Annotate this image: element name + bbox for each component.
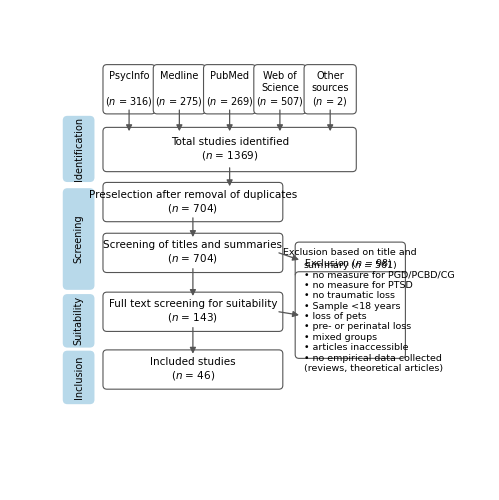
Text: Included studies
($n$ = 46): Included studies ($n$ = 46)	[150, 357, 236, 382]
Text: Inclusion: Inclusion	[74, 356, 84, 399]
FancyBboxPatch shape	[103, 182, 283, 222]
FancyBboxPatch shape	[103, 292, 283, 332]
Text: Total studies identified
($n$ = 1369): Total studies identified ($n$ = 1369)	[171, 137, 289, 162]
Text: Other
sources
($n$ = 2): Other sources ($n$ = 2)	[311, 71, 349, 108]
FancyBboxPatch shape	[63, 294, 94, 348]
Text: Screening of titles and summaries
($n$ = 704): Screening of titles and summaries ($n$ =…	[103, 240, 282, 266]
Text: Full text screening for suitability
($n$ = 143): Full text screening for suitability ($n$…	[109, 300, 277, 324]
FancyBboxPatch shape	[295, 242, 405, 278]
FancyBboxPatch shape	[63, 116, 94, 182]
FancyBboxPatch shape	[103, 64, 155, 114]
FancyBboxPatch shape	[103, 350, 283, 389]
Text: PsycInfo

($n$ = 316): PsycInfo ($n$ = 316)	[105, 71, 153, 108]
FancyBboxPatch shape	[63, 350, 94, 404]
Text: Exclusion ($n$ = 98)
• no measure for PGD/PCBD/CG
• no measure for PTSD
• no tra: Exclusion ($n$ = 98) • no measure for PG…	[304, 257, 454, 373]
FancyBboxPatch shape	[63, 188, 94, 290]
Text: Preselection after removal of duplicates
($n$ = 704): Preselection after removal of duplicates…	[89, 190, 297, 214]
Text: Web of
Science
($n$ = 507): Web of Science ($n$ = 507)	[256, 71, 304, 108]
FancyBboxPatch shape	[153, 64, 206, 114]
Text: Suitability: Suitability	[74, 296, 84, 346]
Text: PubMed

($n$ = 269): PubMed ($n$ = 269)	[206, 71, 253, 108]
Text: Identification: Identification	[74, 117, 84, 181]
FancyBboxPatch shape	[103, 128, 356, 172]
FancyBboxPatch shape	[304, 64, 356, 114]
FancyBboxPatch shape	[254, 64, 306, 114]
Text: Medline

($n$ = 275): Medline ($n$ = 275)	[155, 71, 203, 108]
FancyBboxPatch shape	[103, 233, 283, 272]
FancyBboxPatch shape	[295, 272, 405, 358]
FancyBboxPatch shape	[204, 64, 255, 114]
Text: Screening: Screening	[74, 214, 84, 264]
Text: Exclusion based on title and
summary ($n$ = 561): Exclusion based on title and summary ($n…	[283, 248, 417, 272]
